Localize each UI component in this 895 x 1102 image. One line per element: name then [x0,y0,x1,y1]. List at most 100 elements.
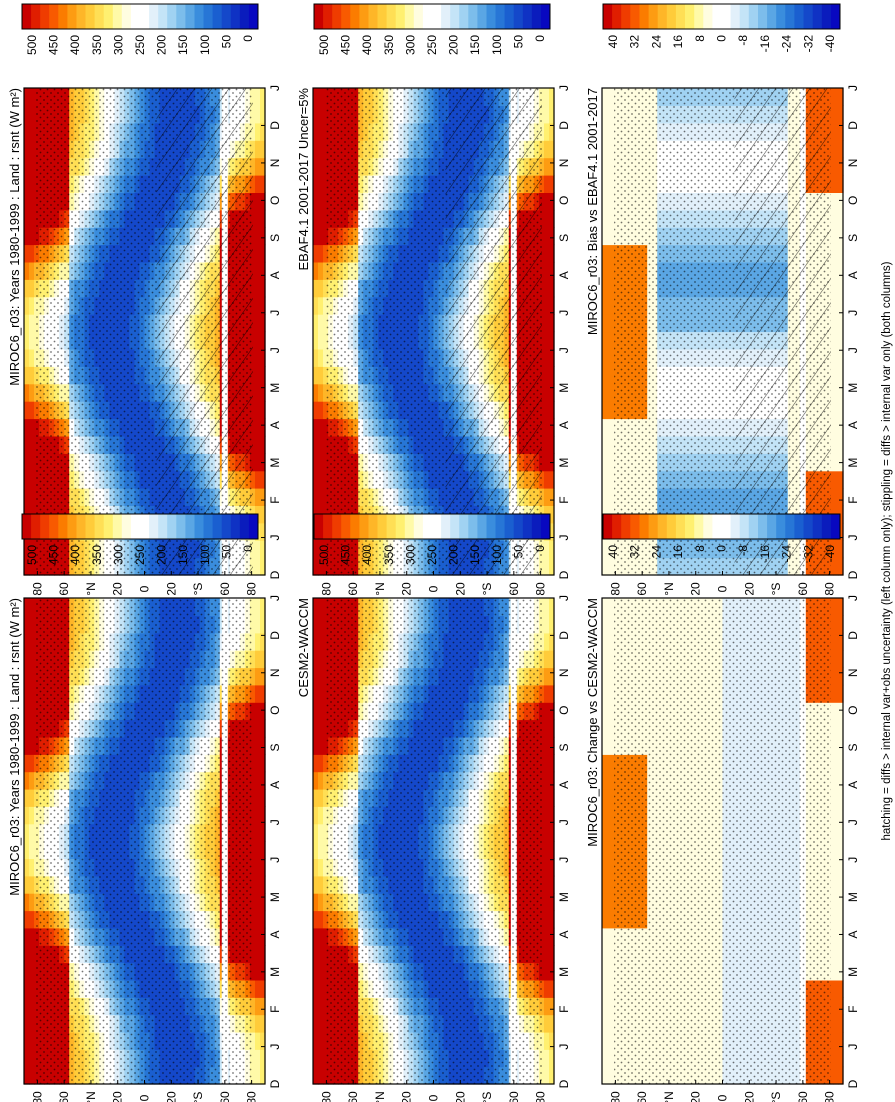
heatmap-cell [24,823,30,842]
heatmap-cell [29,209,35,228]
heatmap-cell [29,279,35,298]
heatmap-cell [602,227,608,246]
heatmap-cell [24,227,30,246]
heatmap-cell [318,122,324,141]
heatmap-cell [318,88,324,106]
month-tick-label: J [846,535,860,541]
heatmap-cell [29,1014,35,1033]
heatmap-cell [544,453,550,472]
heatmap-cell [24,244,30,263]
heatmap-cell [260,244,266,263]
heatmap-cell [838,314,844,333]
month-tick-label: M [557,383,571,393]
heatmap-cell [318,331,324,350]
heatmap-cell [838,366,844,385]
colorbar-label: 350 [90,35,104,55]
colorbar-swatch [459,4,469,29]
heatmap-cell [544,157,550,176]
heatmap-cell [24,401,30,420]
heatmap-cell [549,557,555,576]
heatmap-cell [549,192,555,211]
heatmap-cell [24,314,30,333]
colorbar-label: 16 [671,35,685,49]
colorbar-label: 0 [533,35,547,42]
heatmap-cell [607,540,613,559]
colorbar-swatch [194,4,205,29]
heatmap-cell [318,227,324,246]
heatmap-cell [24,383,30,402]
heatmap-cell [318,314,324,333]
heatmap-cell [544,105,550,124]
colorbar-swatch [477,4,487,29]
heatmap-cell [255,227,261,246]
month-tick-label: N [268,159,282,168]
month-tick-label: D [846,121,860,130]
heatmap-cell [260,192,266,211]
lat-tick-label: 0 [716,585,730,592]
month-tick-label: D [846,570,860,579]
month-tick-label: O [557,196,571,205]
heatmap-cell [833,453,839,472]
heatmap-cell [607,401,613,420]
heatmap-cell [838,122,844,141]
colorbar-label: -40 [823,35,837,53]
heatmap-cell [833,401,839,420]
heatmap-cell [833,488,839,506]
heatmap-cell [544,401,550,420]
colorbar-swatch [248,4,259,29]
heatmap-cell [260,418,266,437]
heatmap-cell [29,910,35,929]
lat-tick-label: 80 [30,582,44,596]
lat-tick-label: 20 [164,582,178,596]
heatmap-cell [260,435,266,454]
heatmap-cell [313,453,319,472]
heatmap-cell [29,540,35,559]
month-tick-label: A [846,271,860,279]
heatmap-cell [544,488,550,506]
heatmap-cell [24,279,30,298]
heatmap-cell [24,893,30,912]
month-tick-label: S [268,234,282,242]
heatmap-cell [313,279,319,298]
lat-tick-label: 80 [608,582,622,596]
colorbar-label: 300 [403,35,417,55]
heatmap-cell [838,88,844,106]
month-tick-label: J [557,347,571,353]
heatmap-cell [313,401,319,420]
colorbar-swatch [468,4,478,29]
heatmap-cell [255,105,261,124]
colorbar-swatch [67,4,77,29]
heatmap-cell [24,858,30,877]
colorbar-swatch [359,4,369,29]
heatmap-cell [29,157,35,176]
lat-tick-label: 20 [689,582,703,596]
month-tick-label: N [846,159,860,168]
colorbar-swatch [513,4,524,29]
heatmap-cell [838,140,844,159]
heatmap-cell [544,557,550,576]
colorbar-label: 450 [47,35,61,55]
heatmap-cell [29,261,35,280]
month-tick-label: J [557,85,571,91]
heatmap-cell [29,650,35,669]
heatmap-cell [549,175,555,193]
colorbar-swatch [149,4,159,29]
heatmap-cell [838,261,844,280]
month-tick-label: J [846,85,860,91]
heatmap-cell [29,348,35,367]
heatmap-cell [607,453,613,472]
colorbar-swatch [121,4,132,29]
heatmap-cell [544,261,550,280]
heatmap-cell [29,788,35,807]
heatmap-cell [549,540,555,559]
heatmap-cell [318,140,324,159]
heatmap-cell [602,314,608,333]
heatmap-cell [833,209,839,228]
lat-tick-label: 20 [742,582,756,596]
heatmap-cell [255,383,261,402]
heatmap-cell [29,632,35,651]
heatmap-cell [318,261,324,280]
heatmap-cell [24,261,30,280]
heatmap-cell [544,209,550,228]
heatmap-cell [29,979,35,998]
